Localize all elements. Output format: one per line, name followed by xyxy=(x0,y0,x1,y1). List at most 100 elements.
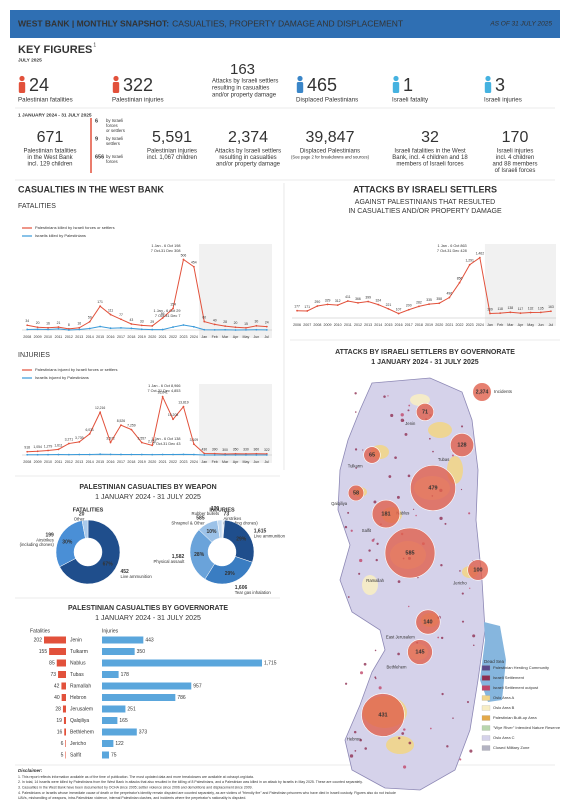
legend-swatch xyxy=(481,745,491,751)
data-point xyxy=(519,312,522,315)
legend-swatch xyxy=(481,675,491,681)
data-label: 957 xyxy=(193,683,202,689)
data-point xyxy=(224,325,227,327)
data-point xyxy=(213,454,216,456)
data-point xyxy=(78,453,81,456)
x-tick-label: 2022 xyxy=(169,335,177,339)
data-point xyxy=(140,324,143,327)
key-figure-value: 24 xyxy=(29,75,49,95)
key-figure-label: Palestinian fatalities xyxy=(23,149,76,155)
settlement-dot xyxy=(353,730,357,734)
x-tick-label: 2016 xyxy=(107,460,115,464)
x-tick-label: 2010 xyxy=(44,460,52,464)
data-label: 399 xyxy=(365,295,371,299)
bubble-label: 145 xyxy=(415,649,424,655)
settlement-dot xyxy=(432,450,434,453)
settlement-dot xyxy=(396,495,400,499)
bar xyxy=(63,717,66,724)
icon xyxy=(392,82,400,93)
chart-title: FATALITIES xyxy=(18,203,56,210)
period-label: JULY 2025 xyxy=(18,57,42,63)
x-tick-label: Jul xyxy=(264,460,269,464)
data-label: 16 xyxy=(57,729,63,735)
data-point xyxy=(224,454,227,456)
area-a-patch xyxy=(386,736,414,754)
data-point xyxy=(67,329,70,331)
bubble-label: 431 xyxy=(378,712,387,718)
key-figure-label: Israeli injuries xyxy=(484,97,522,104)
breakdown-label: by Israeli xyxy=(106,136,123,141)
disclaimer-note: 3. Casualties in the West Bank have been… xyxy=(18,786,253,790)
slice-name: Live ammunition xyxy=(254,533,286,538)
x-tick-label: 2014 xyxy=(374,323,382,327)
bar xyxy=(102,717,118,724)
data-point xyxy=(346,300,349,302)
annotation: 1 Jan - 6 Oct 138 xyxy=(151,437,180,441)
data-point xyxy=(78,441,81,443)
key-figures-title: KEY FIGURES xyxy=(18,44,92,56)
slice-percent: 10% xyxy=(206,529,217,535)
data-label: 77 xyxy=(119,313,123,317)
data-point xyxy=(99,453,102,456)
data-point xyxy=(120,318,122,321)
data-label: 177 xyxy=(294,305,300,309)
settlement-dot xyxy=(349,754,354,758)
x-tick-label: 2020 xyxy=(148,335,156,339)
slice-name: Other xyxy=(74,516,85,521)
slice-percent: 29% xyxy=(236,537,247,543)
data-label: 109 xyxy=(487,307,493,311)
x-tick-label: 2014 xyxy=(86,460,94,464)
column-label: Injuries xyxy=(102,628,119,634)
slice-percent: 29% xyxy=(225,571,236,577)
key-figure-value: 39,847 xyxy=(306,129,355,146)
data-point xyxy=(140,453,143,456)
data-label: 59 xyxy=(88,316,92,320)
settlement-dot xyxy=(408,741,412,745)
annotation: 7 Oct-31 Dec 308 xyxy=(151,249,181,253)
slice-percent: 30% xyxy=(62,539,73,545)
series-line xyxy=(27,324,267,331)
settlement-dot xyxy=(437,636,440,639)
settlement-dot xyxy=(363,662,367,666)
legend-swatch xyxy=(481,685,491,691)
x-tick-label: May xyxy=(243,460,250,464)
bubble-label: 71 xyxy=(422,409,428,415)
x-tick-label: 2012 xyxy=(354,323,362,327)
data-label: 1,715 xyxy=(264,660,277,666)
key-figure-label: Displaced Palestinians xyxy=(300,149,360,155)
data-point xyxy=(265,325,268,328)
x-tick-label: Jan xyxy=(201,460,207,464)
settlement-dot xyxy=(354,448,358,451)
key-figure-label: Attacks by Israeli settlers xyxy=(212,79,278,85)
x-tick-label: Apr xyxy=(233,460,239,464)
data-point xyxy=(245,327,247,329)
data-point xyxy=(255,452,258,455)
bar xyxy=(102,659,262,667)
settlement-dot xyxy=(387,395,389,397)
x-tick-label: 2008 xyxy=(23,335,31,339)
settlement-dot xyxy=(407,409,410,412)
data-label: 918 xyxy=(24,446,30,450)
key-figure-label: and/or property damage xyxy=(212,93,277,99)
data-label: 117 xyxy=(518,307,524,311)
slice-value: 199 xyxy=(45,533,54,539)
map-title: 1 JANUARY 2024 - 31 JULY 2025 xyxy=(371,359,479,366)
data-point xyxy=(182,258,185,261)
data-label: 329 xyxy=(325,298,331,302)
period-label: 1 JANUARY 2024 - 31 JULY 2025 xyxy=(18,112,92,118)
data-label: 5 xyxy=(61,752,64,758)
key-figure-label: and/or property damage xyxy=(216,162,281,168)
breakdown-label: by Israeli xyxy=(106,154,123,159)
settlement-dot xyxy=(397,580,401,583)
icon xyxy=(18,82,26,93)
settlement-dot xyxy=(439,516,443,521)
data-label: 443 xyxy=(145,637,154,643)
total-label: Incidents xyxy=(494,389,513,394)
x-tick-label: 2016 xyxy=(395,323,403,327)
data-label: 155 xyxy=(39,649,48,655)
data-point xyxy=(234,454,237,456)
data-label: 86 xyxy=(161,312,165,316)
disclaimer-note: 4. Palestinians or Israelis whose immedi… xyxy=(18,791,396,795)
x-tick-label: 2015 xyxy=(96,460,104,464)
data-label: 324 xyxy=(375,299,381,303)
